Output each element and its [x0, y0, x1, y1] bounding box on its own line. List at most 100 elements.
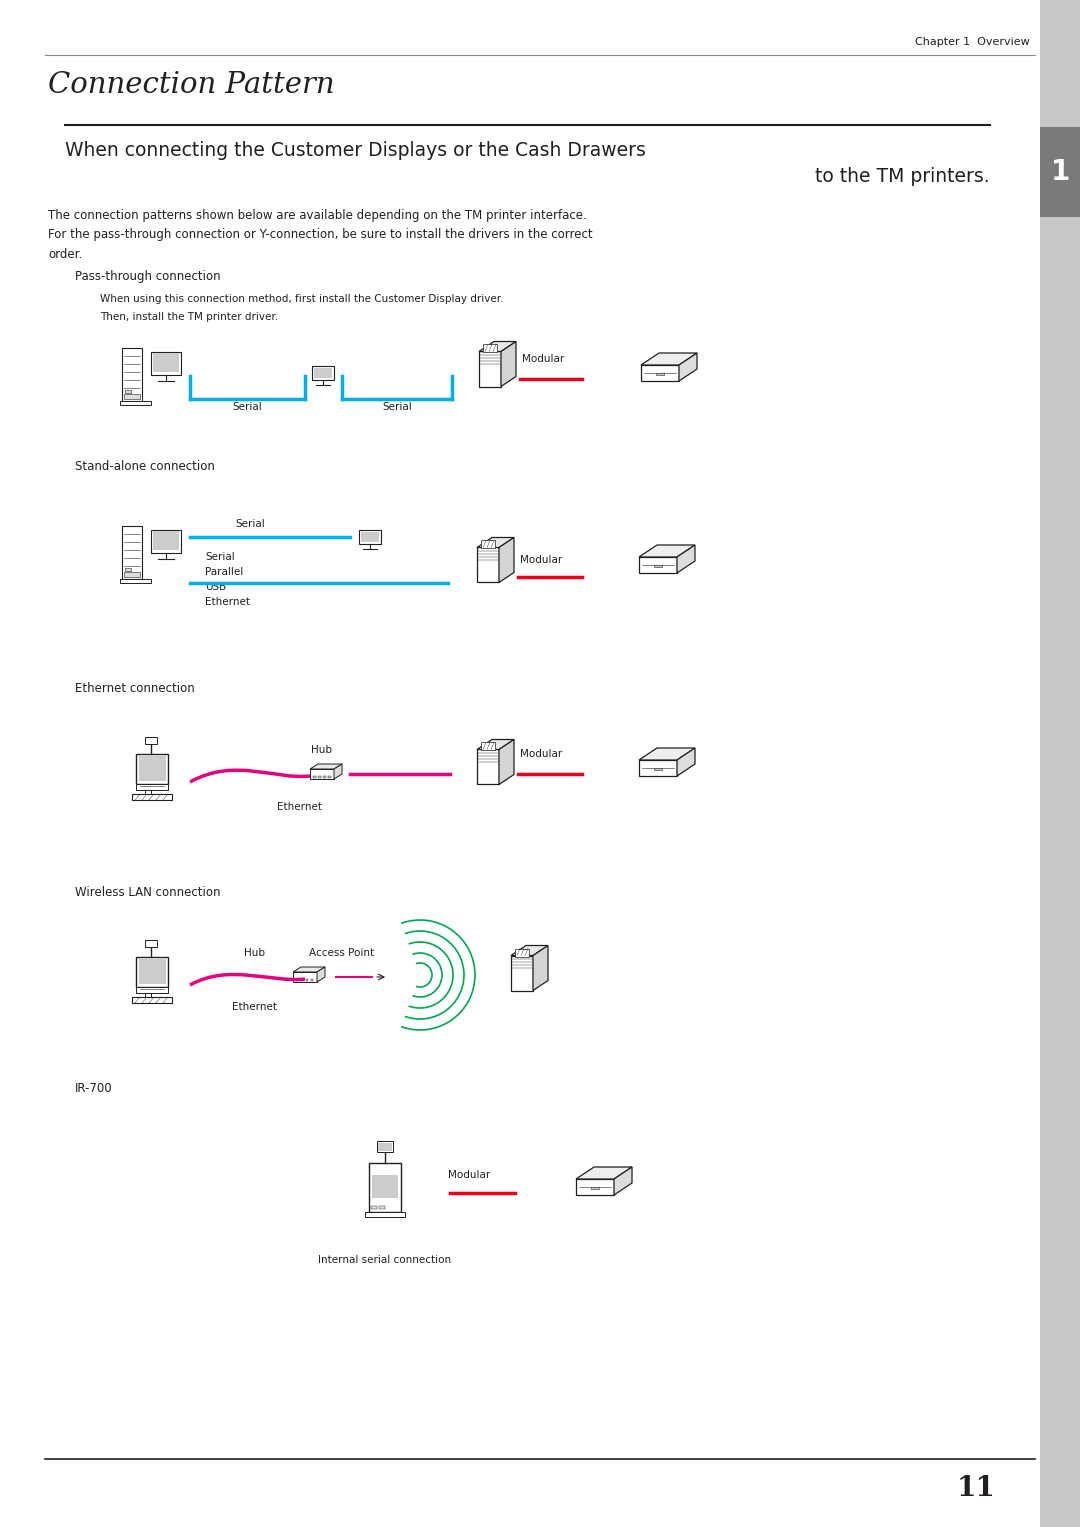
Bar — [153, 353, 178, 373]
Bar — [145, 985, 151, 997]
Bar — [483, 345, 497, 353]
Polygon shape — [480, 351, 501, 386]
Bar — [122, 525, 141, 579]
Text: For the pass-through connection or Y-connection, be sure to install the drivers : For the pass-through connection or Y-con… — [48, 229, 593, 241]
Polygon shape — [679, 353, 697, 382]
Text: Modular: Modular — [519, 554, 563, 565]
Bar — [591, 1186, 599, 1190]
Polygon shape — [318, 967, 325, 982]
Bar — [124, 394, 139, 399]
Bar — [136, 986, 168, 993]
Bar — [372, 1206, 377, 1209]
Bar — [372, 1174, 399, 1197]
Bar — [365, 1211, 405, 1217]
Bar — [153, 531, 178, 550]
Bar — [125, 389, 131, 392]
Polygon shape — [477, 739, 514, 750]
Polygon shape — [511, 956, 534, 991]
Text: Hub: Hub — [311, 745, 333, 754]
Bar — [361, 531, 379, 542]
Text: Parallel: Parallel — [205, 567, 243, 577]
Polygon shape — [293, 967, 325, 973]
Bar — [301, 979, 303, 980]
Bar — [654, 768, 662, 770]
Text: Modular: Modular — [522, 354, 564, 363]
Bar — [656, 373, 664, 376]
Text: Serial: Serial — [232, 402, 262, 412]
Polygon shape — [615, 1167, 632, 1196]
Bar — [125, 568, 131, 571]
Text: Ethernet connection: Ethernet connection — [75, 683, 194, 695]
Polygon shape — [639, 557, 677, 573]
Text: Modular: Modular — [519, 750, 563, 759]
Text: Serial: Serial — [382, 402, 411, 412]
Polygon shape — [639, 748, 696, 760]
Text: to the TM printers.: to the TM printers. — [815, 168, 990, 186]
Bar — [318, 776, 321, 777]
Bar — [313, 776, 315, 777]
Polygon shape — [576, 1179, 615, 1196]
Polygon shape — [639, 760, 677, 776]
Polygon shape — [293, 973, 318, 982]
Text: Ethernet: Ethernet — [278, 802, 323, 812]
Polygon shape — [477, 548, 499, 582]
Bar — [312, 366, 334, 380]
Polygon shape — [642, 353, 697, 365]
Polygon shape — [501, 342, 516, 386]
Polygon shape — [677, 748, 696, 776]
Bar — [150, 351, 181, 374]
Bar — [379, 1206, 384, 1209]
Bar — [136, 957, 168, 986]
Polygon shape — [477, 750, 499, 785]
Text: IR-700: IR-700 — [75, 1083, 112, 1095]
Text: Stand-alone connection: Stand-alone connection — [75, 461, 215, 473]
Bar — [369, 1164, 401, 1211]
Bar — [1040, 127, 1080, 217]
Bar — [145, 738, 157, 744]
Text: USB: USB — [205, 582, 226, 592]
Bar — [481, 541, 495, 548]
Text: Access Point: Access Point — [310, 948, 375, 957]
Bar — [120, 400, 150, 405]
Text: Hub: Hub — [244, 948, 266, 957]
Bar — [296, 979, 298, 980]
Bar — [124, 573, 139, 577]
Bar — [359, 530, 381, 544]
Polygon shape — [310, 764, 342, 770]
Text: 11: 11 — [956, 1475, 995, 1503]
Bar — [145, 941, 157, 947]
Polygon shape — [534, 945, 548, 991]
Polygon shape — [677, 545, 696, 573]
Bar — [1040, 0, 1080, 1527]
Bar — [481, 742, 495, 750]
Bar — [654, 565, 662, 567]
Bar — [314, 368, 332, 379]
Bar — [132, 794, 172, 800]
Text: 1: 1 — [1051, 157, 1069, 186]
Text: Wireless LAN connection: Wireless LAN connection — [75, 886, 220, 898]
Text: Modular: Modular — [448, 1170, 490, 1180]
Bar — [136, 783, 168, 789]
Text: Chapter 1  Overview: Chapter 1 Overview — [915, 37, 1030, 47]
Polygon shape — [499, 739, 514, 785]
Text: When using this connection method, first install the Customer Display driver.: When using this connection method, first… — [100, 295, 503, 304]
Text: The connection patterns shown below are available depending on the TM printer in: The connection patterns shown below are … — [48, 209, 586, 221]
Bar — [323, 776, 325, 777]
Text: Pass-through connection: Pass-through connection — [75, 270, 220, 284]
Bar — [120, 579, 150, 583]
Text: order.: order. — [48, 249, 82, 261]
Polygon shape — [639, 545, 696, 557]
Polygon shape — [576, 1167, 632, 1179]
Bar — [122, 348, 141, 400]
Bar — [311, 979, 313, 980]
Text: Serial: Serial — [205, 551, 234, 562]
Bar — [136, 754, 168, 783]
Polygon shape — [511, 945, 548, 956]
Bar — [515, 948, 529, 956]
Bar — [138, 959, 165, 985]
Polygon shape — [477, 538, 514, 548]
Bar — [138, 756, 165, 782]
Polygon shape — [310, 770, 334, 779]
Bar — [132, 997, 172, 1003]
Polygon shape — [334, 764, 342, 779]
